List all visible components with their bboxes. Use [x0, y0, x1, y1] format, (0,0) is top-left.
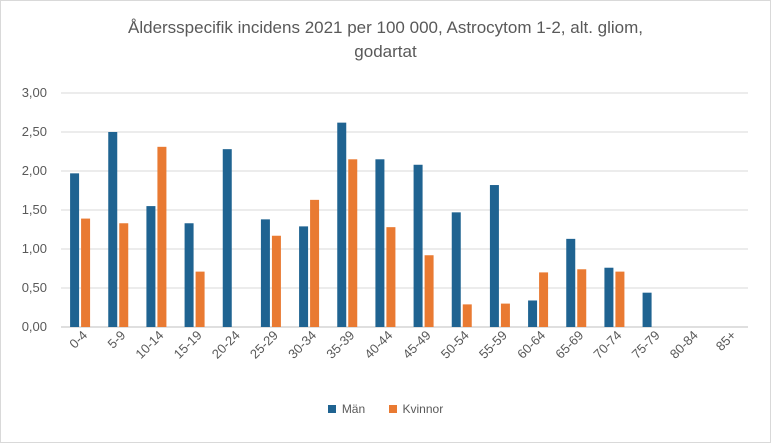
- bar-man: [566, 238, 576, 327]
- x-tick-label: 55-59: [476, 328, 510, 362]
- bar-man: [108, 132, 118, 327]
- y-tick-label: 0,50: [22, 280, 47, 295]
- x-tick-label: 20-24: [209, 328, 243, 362]
- bar-man: [413, 164, 423, 327]
- x-tick-label: 10-14: [132, 328, 166, 362]
- bar-kvinnor: [615, 271, 625, 327]
- x-tick-label: 60-64: [514, 328, 548, 362]
- bar-kvinnor: [386, 227, 396, 327]
- y-tick-label: 2,50: [22, 124, 47, 139]
- legend-swatch-man: [327, 405, 336, 413]
- bar-kvinnor: [119, 223, 129, 327]
- legend: Män Kvinnor: [0, 402, 771, 416]
- x-tick-label: 70-74: [590, 328, 624, 362]
- bar-man: [451, 212, 461, 327]
- y-tick-label: 2,00: [22, 163, 47, 178]
- bar-man: [222, 149, 232, 327]
- bar-man: [184, 223, 194, 327]
- bar-man: [260, 219, 270, 327]
- x-tick-label: 35-39: [323, 328, 357, 362]
- bar-kvinnor: [310, 199, 320, 327]
- bar-man: [146, 206, 156, 327]
- x-tick-label: 40-44: [361, 328, 395, 362]
- x-tick-label: 25-29: [247, 328, 281, 362]
- x-tick-label: 45-49: [400, 328, 434, 362]
- y-tick-label: 3,00: [22, 85, 47, 100]
- bar-kvinnor: [577, 269, 587, 327]
- bar-man: [604, 267, 614, 327]
- chart-title-line-1: Åldersspecifik incidens 2021 per 100 000…: [128, 18, 643, 37]
- chart-title-line-2: godartat: [354, 42, 417, 61]
- chart-title: Åldersspecifik incidens 2021 per 100 000…: [0, 16, 771, 64]
- bar-kvinnor: [424, 255, 434, 327]
- bar-man: [70, 173, 80, 327]
- x-tick-label: 75-79: [629, 328, 663, 362]
- x-tick-label: 5-9: [104, 328, 128, 352]
- bar-man: [489, 185, 499, 327]
- x-tick-label: 65-69: [552, 328, 586, 362]
- x-tick-label: 80-84: [667, 328, 701, 362]
- x-tick-label: 85+: [713, 328, 739, 354]
- x-tick-label: 15-19: [171, 328, 205, 362]
- bar-man: [337, 122, 347, 327]
- legend-label-man: Män: [341, 402, 366, 416]
- bar-kvinnor: [157, 146, 167, 327]
- bar-kvinnor: [539, 272, 549, 327]
- y-tick-label: 1,50: [22, 202, 47, 217]
- bar-kvinnor: [500, 303, 510, 327]
- x-tick-label: 0-4: [66, 328, 90, 352]
- bar-kvinnor: [271, 235, 281, 327]
- y-tick-label: 0,00: [22, 319, 47, 334]
- bar-kvinnor: [462, 304, 472, 327]
- x-tick-label: 50-54: [438, 328, 472, 362]
- bar-man: [375, 159, 385, 327]
- legend-item-kvinnor: Kvinnor: [388, 402, 444, 416]
- x-tick-label: 30-34: [285, 328, 319, 362]
- legend-item-man: Män: [327, 402, 366, 416]
- bar-man: [528, 300, 538, 327]
- legend-label-kvinnor: Kvinnor: [402, 402, 444, 416]
- bar-man: [299, 226, 309, 327]
- bar-man: [642, 292, 652, 327]
- legend-swatch-kvinnor: [388, 405, 397, 413]
- bar-kvinnor: [348, 159, 358, 327]
- bar-kvinnor: [81, 218, 91, 327]
- bar-kvinnor: [195, 271, 205, 327]
- y-tick-label: 1,00: [22, 241, 47, 256]
